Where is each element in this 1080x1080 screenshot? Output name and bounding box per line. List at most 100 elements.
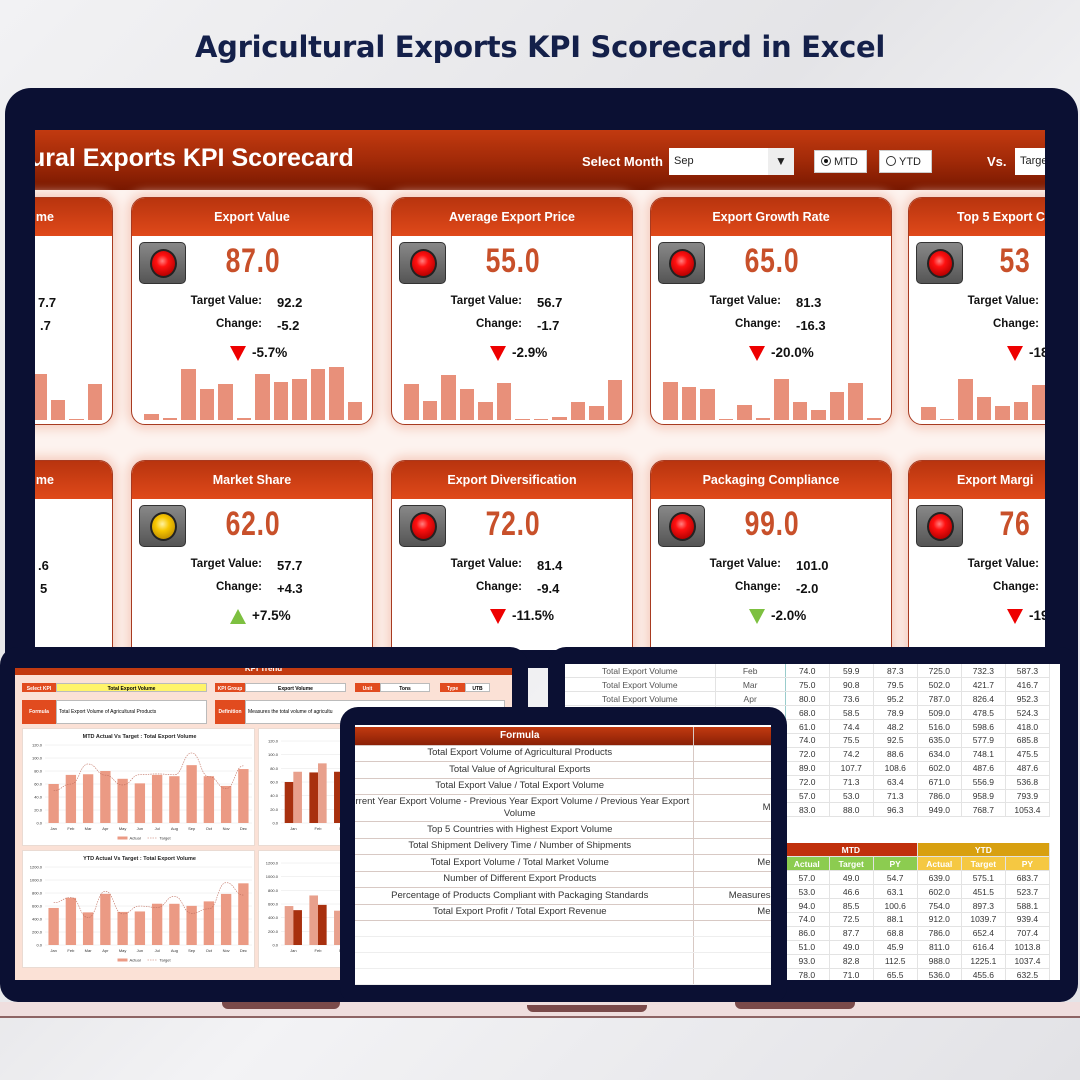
table-cell: 787.0: [917, 691, 962, 707]
formula-cell: Total Export Value / Total Export Volume: [355, 778, 694, 795]
y-tick-label: 600.0: [268, 902, 279, 907]
x-tick-label: Apr: [102, 948, 109, 953]
table-cell: 107.7: [829, 761, 874, 776]
table-row: 86.0 87.7 68.8 786.0 652.4 707.4: [785, 926, 1051, 941]
sparkline-bar: [329, 366, 344, 420]
yellow-bulb-icon: [150, 512, 177, 541]
formula-header: Formula: [355, 727, 694, 746]
kpi-card-title: Top 5 Export Co: [909, 198, 1045, 236]
table-cell: 71.3: [829, 775, 874, 790]
change-percent: -20.0%: [771, 345, 814, 360]
legend-label: Actual: [130, 836, 141, 841]
y-tick-label: 20.0: [34, 808, 43, 813]
table-cell: 826.4: [961, 691, 1006, 707]
column-header: Actual: [917, 856, 962, 872]
month-value: Sep: [674, 155, 694, 167]
target-label: Target Value:: [967, 295, 1039, 307]
definition-cell: M: [693, 794, 771, 822]
x-tick-label: Jul: [155, 948, 160, 953]
formula-cell: Number of Different Export Products: [355, 871, 694, 888]
bar: [151, 774, 163, 823]
target-value: 92.2: [277, 295, 303, 310]
empty-cell: [693, 936, 771, 953]
formula-cell: Total Export Volume of Agricultural Prod…: [355, 745, 694, 762]
kpi-card: Packaging Compliance 99.0 Target Value: 101…: [650, 460, 892, 650]
chart-title: YTD Actual Vs Target : Total Export Volu…: [83, 856, 196, 862]
table-cell: Total Export Volume: [565, 691, 716, 707]
table-cell: 588.1: [1005, 898, 1051, 913]
table-cell: Total Export Volume: [565, 677, 716, 693]
status-light-icon: [399, 505, 446, 547]
kpi-card-title: Average Export Price: [392, 198, 632, 236]
table-cell: 93.0: [785, 954, 830, 969]
table-cell: 912.0: [917, 912, 962, 927]
formula-screen: Formula Total Export Volume of Agricultu…: [355, 725, 771, 985]
summary-table: MTD YTD Actual Target PY Actual Target PY 57.0…: [785, 843, 1051, 980]
ytd-actual-vs-target-chart: YTD Actual Vs Target : Total Export Volu…: [30, 856, 252, 963]
target-value: 81.3: [796, 295, 822, 310]
table-cell: 74.4: [829, 719, 874, 734]
table-cell: 92.5: [873, 733, 918, 748]
x-tick-label: Feb: [315, 948, 323, 953]
change-label: Change:: [993, 318, 1039, 330]
formula-cell: Total Shipment Delivery Time / Number of…: [355, 838, 694, 855]
target-value: 57.7: [277, 558, 303, 573]
table-cell: 1037.4: [1005, 954, 1051, 969]
type-label: Type: [440, 683, 465, 692]
bar: [309, 895, 318, 945]
sparkline-bar: [347, 401, 362, 420]
table-cell: 61.0: [785, 719, 830, 734]
status-light-icon: [658, 242, 705, 284]
bar: [238, 883, 249, 945]
sparkline-bar: [866, 418, 881, 420]
formula-row: Total Export Profit / Total Export Reven…: [355, 904, 771, 921]
kpi-value: 65.0: [744, 242, 800, 280]
table-cell: 90.8: [829, 677, 874, 693]
formula-row: Percentage of Products Compliant with Pa…: [355, 887, 771, 905]
formula-row: Total Export Volume of Agricultural Prod…: [355, 745, 771, 762]
table-cell: 85.5: [829, 898, 874, 913]
table-cell: 616.4: [961, 940, 1006, 955]
x-tick-label: Aug: [171, 826, 178, 831]
sparkline-bar: [292, 379, 307, 420]
kpi-card-title: me: [35, 198, 112, 236]
table-cell: 634.0: [917, 747, 962, 762]
ytd-radio[interactable]: YTD: [879, 150, 932, 173]
vs-dropdown[interactable]: Targe: [1015, 148, 1045, 175]
table-cell: 754.0: [917, 898, 962, 913]
down-arrow-icon: [490, 346, 506, 361]
definition-cell: Measures: [693, 887, 771, 905]
y-tick-label: 400.0: [268, 915, 279, 920]
formula-cell: urrent Year Export Volume - Previous Yea…: [355, 794, 694, 822]
table-row: Total Export Volume Apr 80.0 73.6 95.2 787.0 8…: [565, 691, 1051, 707]
definition-cell: [693, 745, 771, 762]
x-tick-label: Dec: [240, 826, 247, 831]
select-kpi-dropdown[interactable]: Total Export Volume: [56, 683, 207, 692]
bar: [117, 778, 128, 823]
mtd-radio[interactable]: MTD: [814, 150, 867, 173]
kpi-value: 87.0: [225, 242, 281, 280]
y-tick-label: 400.0: [32, 917, 43, 922]
y-tick-label: 1000.0: [266, 874, 279, 879]
table-cell: 51.0: [785, 940, 830, 955]
formula-row: urrent Year Export Volume - Previous Yea…: [355, 794, 771, 822]
select-kpi-label: Select KPI: [22, 683, 56, 692]
table-cell: 74.0: [785, 912, 830, 927]
sparkline-bar: [829, 392, 844, 420]
formula-row: Total Export Value / Total Export Volume: [355, 778, 771, 795]
kpi-card-title: Market Share: [132, 461, 372, 499]
definition-label: Definition: [215, 700, 245, 724]
table-cell: 793.9: [1005, 789, 1051, 804]
change-percent: -5.7%: [252, 345, 288, 360]
table-cell: 416.7: [1005, 677, 1051, 693]
bar: [169, 903, 180, 945]
legend-swatch-icon: [117, 836, 128, 840]
change-percent: -2.0%: [771, 608, 807, 623]
kpi-value: 53: [999, 242, 1031, 280]
down-arrow-icon: [230, 346, 246, 361]
month-dropdown[interactable]: Sep ▼: [669, 148, 794, 175]
table-cell: 53.0: [785, 884, 830, 900]
chevron-down-icon[interactable]: ▼: [768, 148, 794, 175]
down-arrow-icon: [749, 609, 765, 624]
